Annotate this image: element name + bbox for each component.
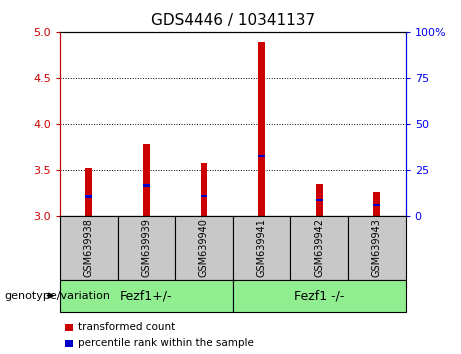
Bar bbox=[290, 216, 348, 280]
Bar bbox=[85, 195, 92, 198]
Bar bbox=[143, 144, 150, 216]
Text: GSM639938: GSM639938 bbox=[84, 218, 94, 277]
Bar bbox=[233, 216, 290, 280]
Text: GSM639942: GSM639942 bbox=[314, 218, 324, 277]
Bar bbox=[373, 192, 380, 216]
Text: genotype/variation: genotype/variation bbox=[5, 291, 111, 301]
Bar bbox=[118, 216, 175, 280]
Bar bbox=[60, 216, 118, 280]
Bar bbox=[348, 216, 406, 280]
Bar bbox=[60, 280, 233, 312]
Bar bbox=[201, 195, 207, 197]
Text: GSM639939: GSM639939 bbox=[142, 218, 151, 277]
Text: Fezf1 -/-: Fezf1 -/- bbox=[294, 289, 344, 302]
Bar bbox=[373, 204, 380, 206]
Text: percentile rank within the sample: percentile rank within the sample bbox=[78, 338, 254, 348]
Bar bbox=[143, 184, 150, 187]
Bar bbox=[85, 168, 92, 216]
Bar bbox=[316, 184, 323, 216]
Bar bbox=[201, 162, 207, 216]
Bar bbox=[258, 155, 265, 157]
Text: Fezf1+/-: Fezf1+/- bbox=[120, 289, 172, 302]
Text: GSM639943: GSM639943 bbox=[372, 218, 382, 277]
Bar bbox=[258, 42, 265, 216]
Title: GDS4446 / 10341137: GDS4446 / 10341137 bbox=[151, 13, 315, 28]
Bar bbox=[316, 199, 323, 201]
Text: GSM639941: GSM639941 bbox=[257, 218, 266, 277]
Text: GSM639940: GSM639940 bbox=[199, 218, 209, 277]
Bar bbox=[233, 280, 406, 312]
Text: transformed count: transformed count bbox=[78, 322, 176, 332]
Bar bbox=[175, 216, 233, 280]
